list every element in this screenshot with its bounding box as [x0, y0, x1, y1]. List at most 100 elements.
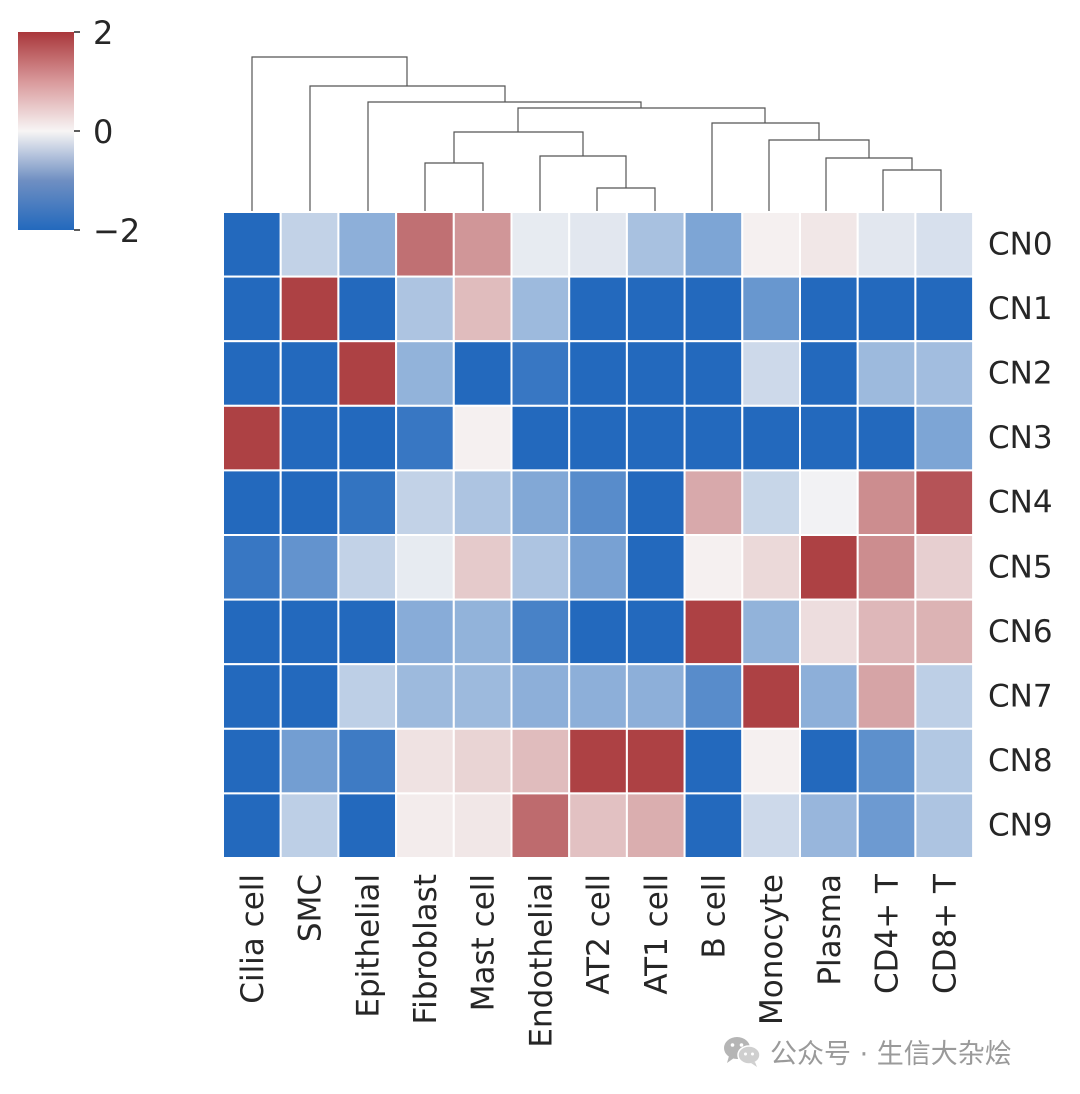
heatmap-cell	[279, 404, 340, 472]
heatmap-cell	[625, 534, 686, 601]
heatmap-cell	[337, 404, 398, 472]
dendrogram-link	[367, 101, 642, 212]
row-label: CN4	[988, 485, 1053, 521]
heatmap-cell	[856, 792, 917, 860]
heatmap-cell	[510, 469, 571, 536]
heatmap-cell	[683, 469, 744, 536]
heatmap-cell	[799, 275, 859, 343]
column-label: SMC	[293, 874, 329, 942]
heatmap-cell	[741, 275, 801, 343]
heatmap-cell	[914, 598, 975, 666]
heatmap-cell	[683, 211, 744, 278]
dendrogram-link	[711, 122, 820, 212]
heatmap-cell	[452, 727, 513, 795]
heatmap-cell	[568, 469, 628, 536]
heatmap-cell	[625, 340, 686, 407]
heatmap-cell	[279, 211, 340, 278]
colorbar-tick-min: −2	[93, 212, 140, 250]
heatmap-cell	[510, 275, 571, 343]
heatmap-cell	[568, 275, 628, 343]
heatmap-cell	[279, 598, 340, 666]
column-label: Plasma	[812, 874, 848, 986]
heatmap-cell	[395, 727, 455, 795]
heatmap-cell	[568, 534, 628, 601]
heatmap-cell	[914, 792, 975, 860]
heatmap-cell	[510, 598, 571, 666]
heatmap-cell	[337, 727, 398, 795]
heatmap-cell	[683, 275, 744, 343]
heatmap-cell	[683, 404, 744, 472]
heatmap-cell	[222, 469, 282, 536]
heatmap-cell	[799, 469, 859, 536]
heatmap-cell	[568, 340, 628, 407]
heatmap-cell	[914, 340, 975, 407]
dendrogram-link	[453, 131, 584, 163]
heatmap-cell	[337, 598, 398, 666]
heatmap-cell	[799, 792, 859, 860]
heatmap-cell	[683, 598, 744, 666]
heatmap-cell	[741, 534, 801, 601]
heatmap-cell	[395, 534, 455, 601]
colorbar: 2 0 −2	[18, 14, 140, 250]
heatmap-cell	[222, 211, 282, 278]
heatmap-cell	[510, 534, 571, 601]
heatmap-cell	[395, 663, 455, 730]
heatmap-cell	[625, 727, 686, 795]
heatmap-cell	[856, 469, 917, 536]
colorbar-tick-mid: 0	[93, 113, 113, 151]
heatmap-cell	[741, 404, 801, 472]
heatmap-cell	[452, 469, 513, 536]
heatmap-cell	[337, 340, 398, 407]
heatmap-cell	[568, 404, 628, 472]
heatmap-cell	[337, 469, 398, 536]
heatmap-cell	[625, 275, 686, 343]
heatmap-cell	[568, 727, 628, 795]
column-label: AT2 cell	[581, 874, 617, 995]
heatmap-cell	[683, 792, 744, 860]
heatmap-cell	[856, 340, 917, 407]
row-label: CN6	[988, 614, 1053, 650]
heatmap-cell	[914, 275, 975, 343]
heatmap-cell	[222, 727, 282, 795]
heatmap-cell	[279, 340, 340, 407]
heatmap-cell	[279, 469, 340, 536]
heatmap-cell	[799, 727, 859, 795]
heatmap-cell	[625, 663, 686, 730]
heatmap-cell	[510, 727, 571, 795]
heatmap-cell	[856, 534, 917, 601]
dendrogram-link	[596, 187, 656, 212]
column-dendrogram	[251, 56, 942, 212]
heatmap-cell	[279, 727, 340, 795]
watermark-text: 公众号 · 生信大杂烩	[770, 1038, 1012, 1070]
heatmap-cell	[741, 211, 801, 278]
heatmap-cell	[395, 340, 455, 407]
heatmap-cell	[510, 663, 571, 730]
column-label: AT1 cell	[639, 874, 675, 995]
dendrogram-link	[768, 139, 870, 212]
heatmap-cell	[568, 211, 628, 278]
colorbar-tick-max: 2	[93, 14, 113, 52]
heatmap-cell	[741, 727, 801, 795]
column-label: Mast cell	[466, 874, 502, 1011]
dendrogram-link	[251, 56, 408, 212]
heatmap-cell	[568, 792, 628, 860]
row-label: CN5	[988, 549, 1053, 585]
row-label: CN2	[988, 356, 1053, 392]
heatmap-cell	[222, 792, 282, 860]
column-label: Cilia cell	[235, 874, 271, 1004]
column-label: B cell	[696, 874, 732, 958]
row-label: CN9	[988, 808, 1053, 844]
dendrogram-link	[517, 107, 766, 132]
heatmap-cell	[625, 211, 686, 278]
heatmap-cell	[741, 340, 801, 407]
heatmap-cell	[222, 340, 282, 407]
heatmap-cell	[510, 211, 571, 278]
row-label: CN1	[988, 291, 1053, 327]
heatmap-cell	[856, 598, 917, 666]
heatmap-cell	[395, 211, 455, 278]
column-label: Monocyte	[754, 874, 790, 1025]
heatmap-cell	[683, 340, 744, 407]
heatmap-cell	[625, 469, 686, 536]
heatmap-cell	[337, 792, 398, 860]
heatmap-cell	[452, 404, 513, 472]
